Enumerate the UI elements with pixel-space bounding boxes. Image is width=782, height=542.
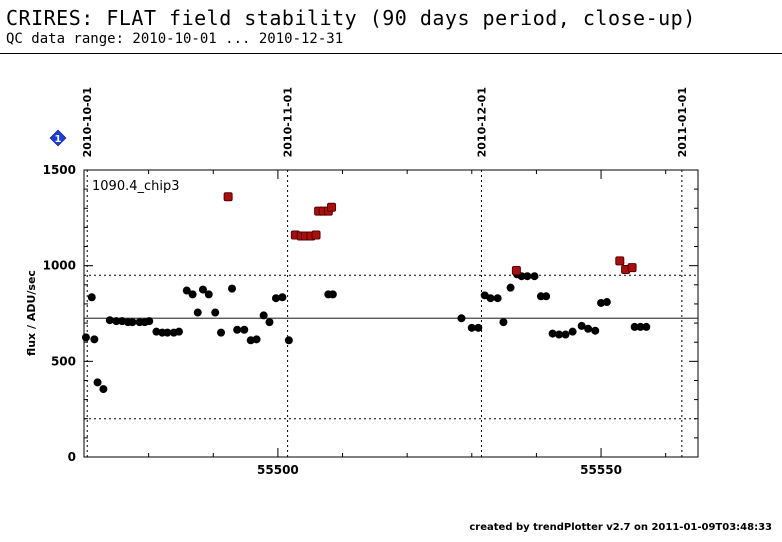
data-point [145,317,154,326]
data-point [523,272,532,281]
data-point [630,322,639,331]
x-tick-label: 55550 [580,463,622,477]
data-point [499,318,508,327]
header-divider [0,53,782,54]
data-point [81,333,90,342]
data-point [240,325,249,334]
y-tick-label: 1000 [43,259,76,273]
data-point [530,272,539,281]
data-point [87,293,96,302]
data-point [90,335,99,344]
data-point [568,327,577,336]
page-subtitle: QC data range: 2010-10-01 ... 2010-12-31 [6,31,344,47]
y-axis-label: flux / ADU/sec [25,270,38,356]
date-marker-label: 2010-10-01 [81,87,94,157]
data-point [555,330,564,339]
data-point [636,322,645,331]
data-point [198,285,207,294]
data-point [577,321,586,330]
data-point [474,323,483,332]
outlier-point [615,256,625,266]
data-point [182,286,191,295]
y-tick-label: 0 [68,450,76,464]
data-point [561,330,570,339]
outlier-point [327,202,337,212]
data-point [188,290,197,299]
data-point [128,318,137,327]
data-point [591,326,600,335]
diamond-marker-icon[interactable] [49,129,67,147]
y-tick-label: 500 [51,354,76,368]
data-point [217,328,226,337]
data-point [105,316,114,325]
plot-area-frame [83,169,699,458]
x-tick-label: 55500 [257,463,299,477]
data-point [328,290,337,299]
data-point [211,308,220,317]
data-point [252,335,261,344]
data-point [278,293,287,302]
data-point [193,308,202,317]
data-point [457,314,466,323]
date-marker-label: 2010-11-01 [282,87,295,157]
panel-label: 1090.4_chip3 [92,179,180,194]
data-point [265,318,274,327]
data-point [259,311,268,320]
data-point [112,317,121,326]
data-point [204,290,213,299]
y-tick-label: 1500 [43,163,76,177]
page-title: CRIRES: FLAT field stability (90 days pe… [6,6,696,30]
outlier-point [511,265,521,275]
data-point [642,322,651,331]
date-marker-label: 2010-12-01 [475,87,488,157]
info-marker[interactable]: 1 [49,129,67,147]
data-point [542,292,551,301]
date-marker-label: 2011-01-01 [676,87,689,157]
footer-credit: created by trendPlotter v2.7 on 2011-01-… [469,522,772,533]
data-point [163,328,172,337]
outlier-point [223,192,233,202]
data-point [99,385,108,394]
data-point [93,378,102,387]
data-point [271,294,280,303]
data-point [493,294,502,303]
data-point [467,323,476,332]
marker-label: 1 [55,134,62,145]
data-point [548,329,557,338]
data-point [233,325,242,334]
data-point [228,284,237,293]
data-point [284,336,293,345]
outlier-point [627,263,637,273]
data-point [486,294,495,303]
data-point [602,298,611,307]
data-point [584,324,593,333]
data-point [175,327,184,336]
data-point [506,283,515,292]
outlier-point [311,230,321,240]
